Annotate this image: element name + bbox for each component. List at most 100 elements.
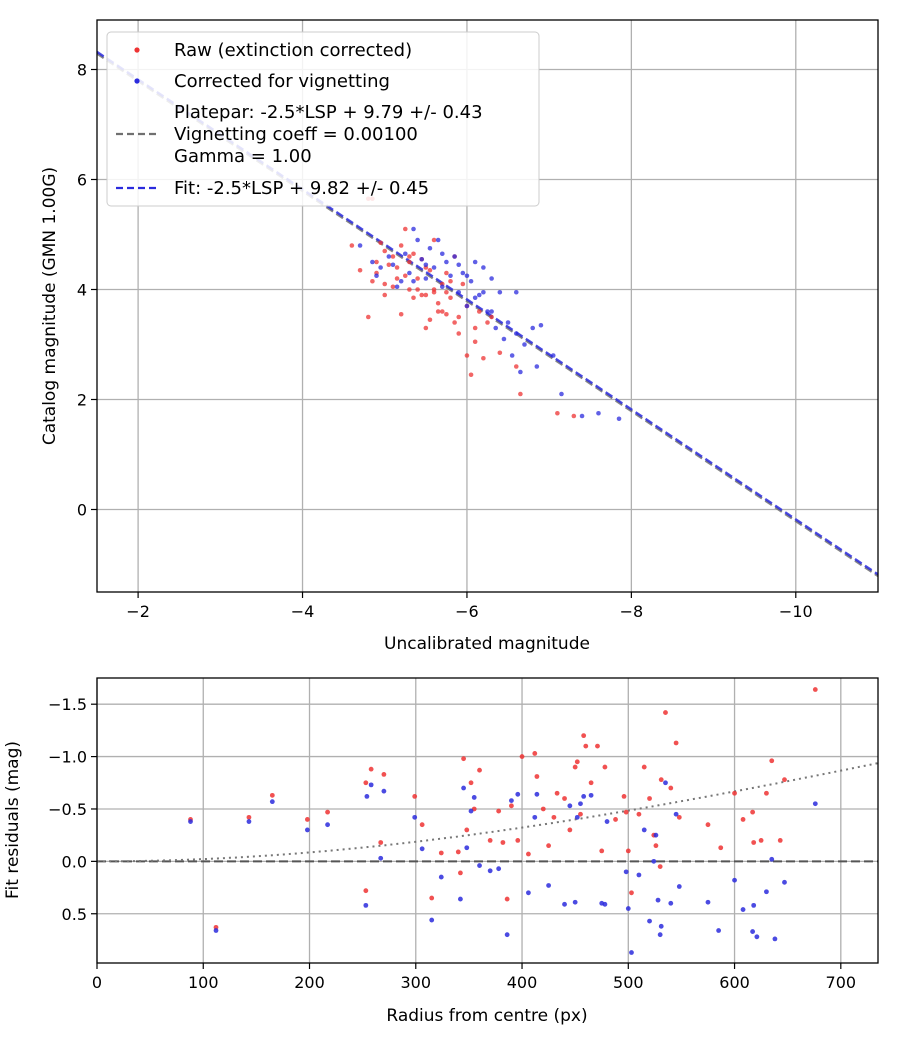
raw-point xyxy=(402,226,408,232)
corrected-point xyxy=(368,782,374,788)
raw-point xyxy=(456,331,462,336)
raw-point xyxy=(363,780,369,786)
corrected-point xyxy=(782,879,787,885)
corrected-point xyxy=(439,284,445,290)
corrected-point xyxy=(411,278,416,284)
corrected-point xyxy=(460,270,466,276)
raw-point xyxy=(444,311,449,317)
raw-point xyxy=(407,287,412,292)
raw-point xyxy=(509,803,514,809)
raw-point xyxy=(532,751,538,756)
raw-point xyxy=(394,276,400,281)
corrected-point xyxy=(461,785,466,791)
x-tick-label: 0 xyxy=(92,973,102,992)
raw-point xyxy=(477,767,482,773)
corrected-point xyxy=(740,907,746,912)
corrected-point xyxy=(468,808,474,814)
corrected-point xyxy=(269,799,275,805)
corrected-point xyxy=(468,278,474,284)
corrected-point xyxy=(435,237,441,243)
raw-point xyxy=(390,254,396,259)
corrected-point xyxy=(497,289,503,295)
raw-point xyxy=(673,740,679,746)
plot-area-bottom xyxy=(97,678,878,963)
raw-point xyxy=(540,806,546,812)
corrected-point xyxy=(476,292,482,298)
corrected-point xyxy=(304,827,310,833)
raw-point xyxy=(394,265,400,270)
x-tick-label: 500 xyxy=(613,973,644,992)
raw-point xyxy=(370,278,375,284)
corrected-point xyxy=(750,929,756,934)
corrected-point xyxy=(439,251,445,257)
raw-point xyxy=(415,287,420,292)
corrected-point xyxy=(411,226,416,232)
legend: Raw (extinction corrected) Corrected for… xyxy=(106,31,540,207)
raw-point xyxy=(676,814,682,820)
y-tick-label: 6 xyxy=(77,171,87,190)
raw-point xyxy=(758,838,764,843)
x-tick-label: −8 xyxy=(620,602,644,621)
raw-point xyxy=(407,259,412,265)
corrected-point xyxy=(567,803,573,809)
corrected-point xyxy=(716,928,722,933)
raw-point xyxy=(668,785,674,791)
legend-gamma-label: Gamma = 1.00 xyxy=(174,146,312,167)
raw-point xyxy=(378,240,383,246)
corrected-point xyxy=(751,902,757,908)
corrected-point xyxy=(477,863,482,868)
y-tick-label: 0.0 xyxy=(62,852,87,871)
raw-point xyxy=(555,410,560,416)
corrected-point xyxy=(653,832,659,838)
raw-point xyxy=(444,270,449,276)
corrected-point xyxy=(579,413,585,419)
axes-frame-top xyxy=(96,19,879,593)
corrected-point xyxy=(651,858,657,864)
corrected-point xyxy=(663,780,668,786)
raw-point xyxy=(519,754,525,759)
legend-marker-raw xyxy=(134,47,140,53)
corrected-point xyxy=(522,342,527,347)
corrected-point xyxy=(496,866,502,872)
corrected-residual-points xyxy=(188,780,818,955)
raw-point xyxy=(448,278,453,284)
legend-box xyxy=(106,31,540,207)
raw-point xyxy=(641,764,647,770)
corrected-point xyxy=(456,289,462,295)
raw-point xyxy=(468,372,474,378)
corrected-point xyxy=(562,901,567,907)
corrected-point xyxy=(381,788,387,794)
raw-point xyxy=(349,243,355,248)
corrected-point xyxy=(641,827,647,833)
raw-point xyxy=(546,843,551,849)
corrected-point xyxy=(481,289,486,295)
axes-frame-bottom xyxy=(96,677,879,964)
y-tick-label: 8 xyxy=(77,61,87,80)
raw-point xyxy=(427,317,433,323)
raw-point xyxy=(458,870,463,876)
y-tick-label: 0.5 xyxy=(62,905,87,924)
raw-point xyxy=(411,251,416,257)
raw-point xyxy=(423,292,429,298)
raw-point xyxy=(487,838,493,843)
y-tick-label: 0 xyxy=(77,501,87,520)
corrected-point xyxy=(772,936,778,942)
legend-raw-label: Raw (extinction corrected) xyxy=(174,40,412,61)
raw-point xyxy=(583,743,589,749)
corrected-point xyxy=(538,322,544,328)
corrected-point xyxy=(357,243,363,248)
raw-point xyxy=(381,771,387,777)
corrected-point xyxy=(657,932,663,938)
corrected-point xyxy=(513,289,519,295)
raw-point xyxy=(551,814,557,820)
raw-point xyxy=(567,827,573,833)
corrected-point xyxy=(415,237,420,243)
raw-point xyxy=(419,292,425,298)
corrected-point xyxy=(625,906,631,911)
raw-point xyxy=(431,237,437,243)
corrected-point xyxy=(472,259,478,265)
raw-points xyxy=(349,196,577,419)
corrected-point xyxy=(532,814,538,820)
x-axis-label-top: Uncalibrated magnitude xyxy=(384,634,590,654)
